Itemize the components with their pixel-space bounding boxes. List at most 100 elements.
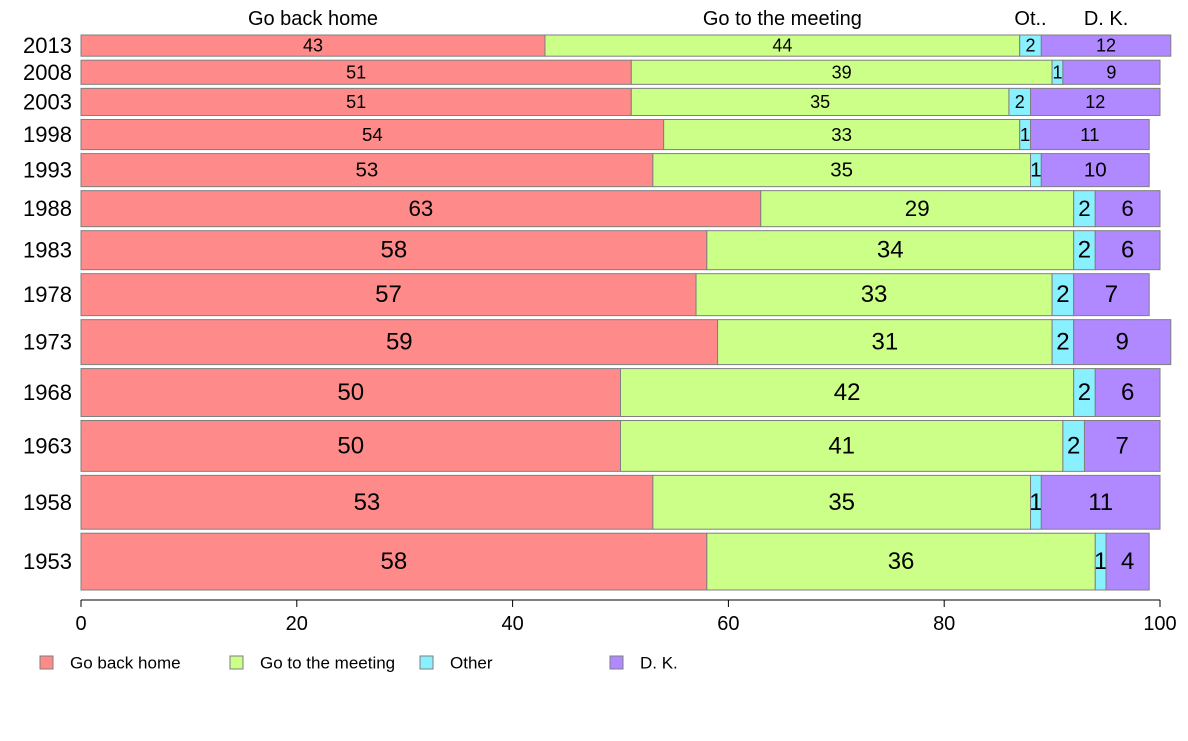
bar-segment-1968-s0 [80,368,621,417]
bar-segment-1978-s0 [80,273,697,317]
x-tick-label: 0 [75,613,86,635]
x-tick-label: 100 [1143,613,1176,635]
category-label-1983: 1983 [23,238,72,263]
bar-segment-1973-s1 [717,319,1053,366]
bar-segment-1953-s3 [1105,532,1150,591]
bar-value-label: 11 [1080,124,1099,145]
bar-value-label: 42 [834,379,861,406]
legend-label: D. K. [640,654,678,673]
category-label-1963: 1963 [23,433,72,458]
bar-segment-1988-s1 [760,190,1075,228]
bar-segment-1983-s0 [80,230,708,271]
bar-value-label: 1 [1052,62,1062,82]
bar-value-label: 6 [1121,237,1134,264]
bar-segment-1958-s3 [1040,474,1161,530]
bar-value-label: 59 [386,329,413,356]
bar-segment-1958-s0 [80,474,654,530]
bar-value-label: 2 [1078,237,1091,264]
bar-value-label: 11 [1088,489,1113,516]
bar-value-label: 35 [830,159,853,182]
bar-value-label: 33 [831,124,852,145]
bar-value-label: 39 [832,62,852,82]
bar-value-label: 7 [1116,432,1129,459]
top-column-label: Ot.. [1014,8,1046,30]
bar-segment-1998-s0 [80,118,665,151]
bar-segment-1983-s3 [1094,230,1161,271]
bar-value-label: 1 [1030,159,1041,182]
legend-swatch [419,655,434,670]
bar-value-label: 6 [1121,196,1133,221]
bar-value-label: 1 [1020,124,1030,145]
bar-segment-1973-s3 [1073,319,1172,366]
x-tick-label: 40 [501,613,523,635]
category-label-1958: 1958 [23,490,72,515]
bar-value-label: 34 [877,237,904,264]
bar-segment-1963-s1 [620,419,1064,472]
bar-value-label: 4 [1121,548,1134,575]
bar-value-label: 7 [1105,281,1118,308]
bar-value-label: 51 [346,62,366,82]
bar-value-label: 1 [1029,489,1042,516]
bar-segment-2013-s3 [1040,34,1172,57]
bar-segment-1978-s3 [1073,273,1150,317]
bar-value-label: 41 [828,432,855,459]
top-column-label: Go back home [248,8,378,30]
category-label-2008: 2008 [23,60,72,85]
bar-segment-1953-s1 [706,532,1096,591]
bar-value-label: 53 [356,159,379,182]
bar-value-label: 12 [1085,92,1105,112]
bar-value-label: 50 [337,432,364,459]
bar-segment-1963-s3 [1083,419,1161,472]
bar-value-label: 2 [1078,379,1091,406]
bar-value-label: 63 [408,196,433,221]
bar-value-label: 57 [375,281,402,308]
bar-value-label: 50 [337,379,364,406]
bar-segment-2003-s3 [1030,87,1161,116]
bar-segment-2008-s3 [1062,59,1161,85]
bar-segment-1958-s1 [652,474,1032,530]
bar-value-label: 6 [1121,379,1134,406]
category-label-1993: 1993 [23,158,72,183]
bar-segment-1968-s1 [620,368,1075,417]
x-tick-label: 60 [717,613,739,635]
bar-segment-1963-s0 [80,419,621,472]
bar-segment-1993-s1 [652,153,1032,188]
category-label-2013: 2013 [23,33,72,58]
bar-segment-1988-s0 [80,190,762,228]
category-label-1998: 1998 [23,122,72,147]
bar-value-label: 2 [1026,36,1036,56]
bar-value-label: 9 [1116,329,1129,356]
category-label-2003: 2003 [23,89,72,114]
bar-segment-2008-s1 [630,59,1053,85]
legend-label: Go back home [70,654,181,673]
bar-segment-1953-s0 [80,532,708,591]
bar-segment-1983-s1 [706,230,1075,271]
category-label-1953: 1953 [23,549,72,574]
x-tick-label: 20 [286,613,308,635]
bar-value-label: 31 [872,329,899,356]
top-column-label: Go to the meeting [703,8,862,30]
bar-value-label: 36 [888,548,915,575]
bar-value-label: 51 [346,92,366,112]
category-label-1978: 1978 [23,282,72,307]
bar-segment-1998-s3 [1030,118,1150,151]
bar-segment-1968-s3 [1094,368,1161,417]
bar-value-label: 44 [772,36,792,56]
category-label-1968: 1968 [23,380,72,405]
bar-segment-2003-s1 [630,87,1010,116]
bar-value-label: 58 [381,548,408,575]
bar-value-label: 53 [354,489,381,516]
legend-label: Other [450,654,493,673]
bar-value-label: 33 [861,281,888,308]
bar-value-label: 2 [1056,281,1069,308]
bar-value-label: 1 [1094,548,1107,575]
bar-value-label: 43 [303,36,323,56]
bar-value-label: 2 [1078,196,1090,221]
bar-value-label: 58 [381,237,408,264]
bar-value-label: 2 [1056,329,1069,356]
x-tick-label: 80 [933,613,955,635]
category-label-1973: 1973 [23,330,72,355]
category-label-1988: 1988 [23,196,72,221]
bar-segment-1993-s0 [80,153,654,188]
